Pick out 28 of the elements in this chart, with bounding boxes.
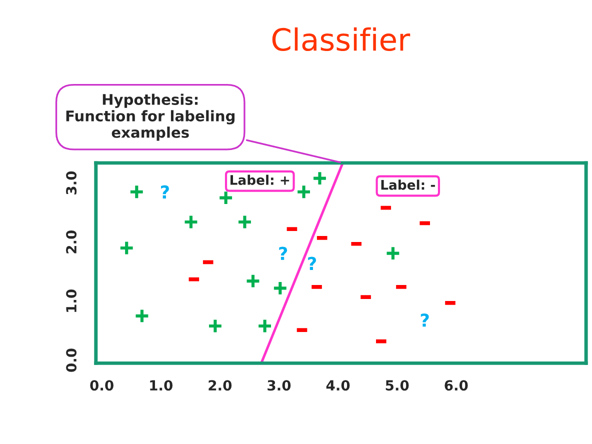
point <box>245 273 261 289</box>
point <box>218 190 234 206</box>
x-tick-label: 0.0 <box>90 380 114 391</box>
x-tick-label: 4.0 <box>326 380 350 391</box>
y-tick-label: 2.0 <box>66 230 77 254</box>
y-tick-label: 3.0 <box>66 171 77 194</box>
x-tick-label: 1.0 <box>150 380 173 391</box>
point <box>118 240 134 256</box>
point <box>272 280 288 296</box>
point <box>385 246 401 262</box>
point <box>257 318 273 334</box>
point <box>312 170 328 186</box>
y-tick-label: 1.0 <box>66 290 77 312</box>
point <box>296 184 312 200</box>
point <box>183 214 199 230</box>
y-tick-label: 0.0 <box>66 348 77 372</box>
point <box>207 318 223 334</box>
x-tick-label: 5.0 <box>386 380 409 391</box>
point <box>236 214 252 230</box>
point <box>134 308 150 324</box>
annotation: Label: - <box>381 180 435 190</box>
annotation: Hypothesis: Function for labeling examples <box>66 94 234 141</box>
x-tick-label: 6.0 <box>444 380 468 391</box>
x-tick-label: 3.0 <box>268 380 291 391</box>
chart-title: Classifier <box>272 27 410 52</box>
x-tick-label: 2.0 <box>208 380 232 391</box>
point <box>128 184 144 200</box>
annotation: Label: + <box>230 174 290 185</box>
